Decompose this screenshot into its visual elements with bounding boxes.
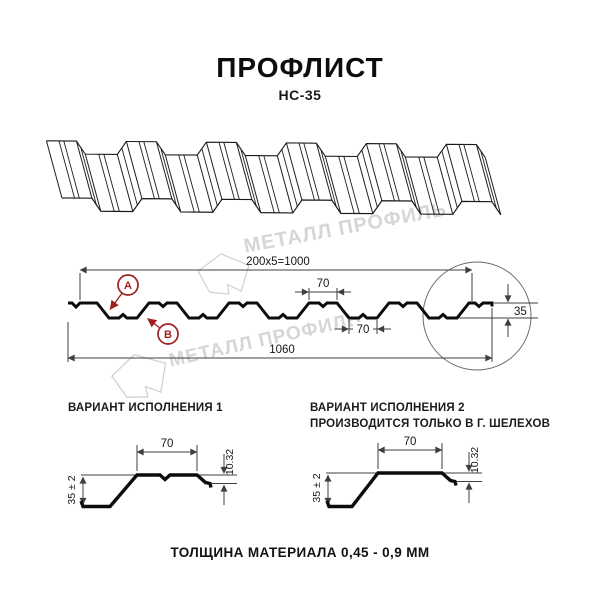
cross-section-drawing: 200x5=1000 70 70 1060 35 А bbox=[67, 256, 538, 371]
variant2-dim-width: 70 bbox=[404, 436, 417, 448]
variant2-dim-height: 35 ± 2 bbox=[311, 473, 323, 502]
material-thickness-note: ТОЛЩИНА МАТЕРИАЛА 0,45 - 0,9 ММ bbox=[170, 545, 430, 560]
dim-valley-width: 70 bbox=[357, 324, 370, 336]
dim-total-width: 1060 bbox=[269, 344, 295, 356]
profile-code: НС-35 bbox=[278, 87, 322, 103]
variant2-label: ВАРИАНТ ИСПОЛНЕНИЯ 2 ПРОИЗВОДИТСЯ ТОЛЬКО… bbox=[310, 401, 550, 432]
variant2-title: ВАРИАНТ ИСПОЛНЕНИЯ 2 bbox=[310, 402, 465, 414]
variant2-detail-drawing: 70 35 ± 2 10.32 bbox=[311, 436, 482, 509]
dim-pitch-total: 200x5=1000 bbox=[246, 256, 310, 268]
callout-b-label: В bbox=[164, 329, 172, 341]
dim-profile-height: 35 bbox=[514, 306, 527, 318]
variant1-profile bbox=[79, 473, 213, 509]
profile-outline bbox=[68, 301, 494, 320]
callout-a-circle bbox=[117, 274, 139, 296]
variant2-dim-lip: 10.32 bbox=[469, 447, 481, 473]
detail-zoom-circle bbox=[422, 261, 532, 371]
page-title: ПРОФЛИСТ bbox=[216, 52, 384, 83]
dim-rib-top-width: 70 bbox=[317, 278, 330, 290]
variant2-profile bbox=[325, 471, 458, 509]
variant1-title: ВАРИАНТ ИСПОЛНЕНИЯ 1 bbox=[68, 402, 223, 414]
sheet-3d-drawing bbox=[45, 140, 502, 216]
callout-b-circle bbox=[157, 323, 179, 345]
variant2-subtitle: ПРОИЗВОДИТСЯ ТОЛЬКО В Г. ШЕЛЕХОВ bbox=[310, 417, 551, 430]
variant1-detail-drawing: 70 35 ± 2 10.32 bbox=[66, 438, 237, 509]
variant1-dim-width: 70 bbox=[161, 438, 174, 450]
callout-a-label: А bbox=[124, 280, 132, 292]
variant1-dim-lip: 10.32 bbox=[224, 449, 236, 475]
variant1-dim-height: 35 ± 2 bbox=[66, 475, 78, 504]
brand-logo-watermark-1 bbox=[197, 253, 250, 295]
